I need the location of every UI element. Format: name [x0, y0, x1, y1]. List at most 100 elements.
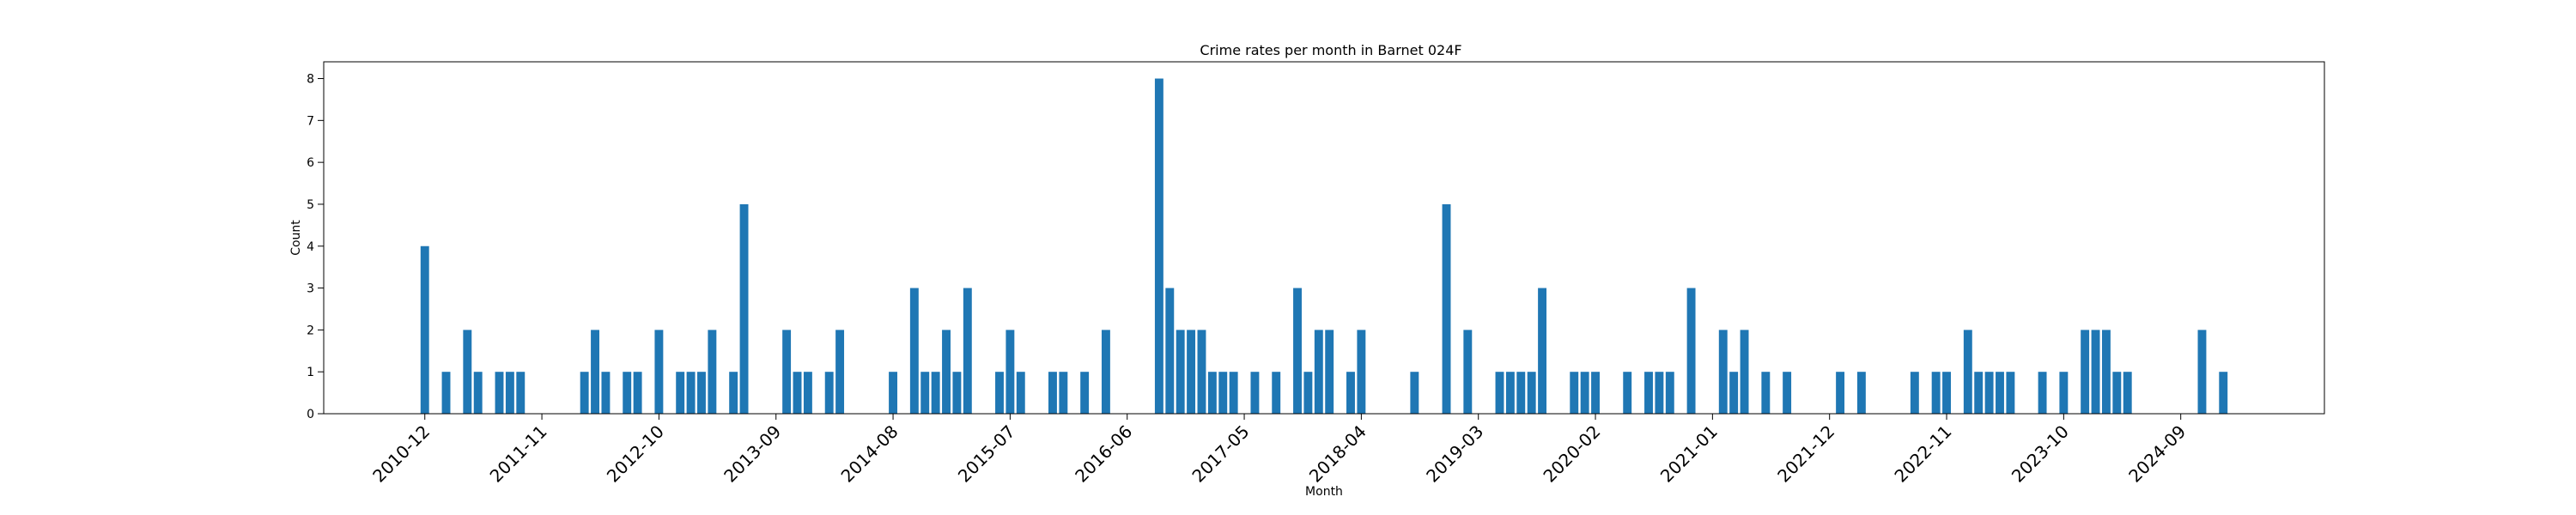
x-tick-label: 2012-10: [603, 421, 668, 487]
bar-2017-03: [1218, 372, 1228, 414]
bar-2015-06: [995, 372, 1004, 414]
bar-2012-07: [623, 372, 632, 414]
y-tick-label: 3: [307, 282, 314, 296]
bar-2013-01: [686, 372, 696, 414]
x-tick-label: 2024-09: [2124, 421, 2190, 487]
bars-group: [420, 78, 2228, 415]
bar-2024-03: [2112, 372, 2122, 414]
bar-2022-01: [1836, 372, 1845, 414]
bar-2022-08: [1910, 372, 1919, 414]
bar-2012-05: [601, 372, 611, 414]
bar-2019-02: [1463, 330, 1473, 414]
bar-2017-02: [1207, 372, 1217, 414]
bar-2023-10: [2059, 372, 2069, 414]
bar-2018-04: [1357, 330, 1366, 414]
y-tick-label: 0: [307, 408, 314, 421]
bar-2016-09: [1154, 78, 1163, 415]
bar-2017-11: [1303, 372, 1313, 414]
bar-2021-08: [1783, 372, 1792, 414]
x-tick-label: 2019-03: [1422, 421, 1487, 487]
bar-2015-02: [952, 372, 962, 414]
x-tick-label: 2023-10: [2008, 421, 2073, 487]
bar-2020-01: [1580, 372, 1589, 414]
chart-title: Crime rates per month in Barnet 024F: [1200, 42, 1461, 58]
bar-2015-08: [1016, 372, 1025, 414]
bar-2016-12: [1187, 330, 1196, 414]
bar-2014-03: [835, 330, 845, 414]
x-tick-label: 2018-04: [1305, 421, 1370, 487]
bar-2012-12: [676, 372, 685, 414]
y-tick-label: 8: [307, 73, 314, 87]
y-tick-label: 2: [307, 324, 314, 337]
bar-2013-02: [697, 372, 706, 414]
bar-2021-02: [1718, 330, 1728, 414]
bar-2011-07: [495, 372, 504, 414]
bar-2021-04: [1740, 330, 1749, 414]
bar-2017-10: [1293, 288, 1302, 414]
x-tick-label: 2022-11: [1890, 421, 1955, 487]
bar-2019-07: [1516, 372, 1526, 414]
bar-2023-05: [2006, 372, 2015, 414]
x-tick-label: 2010-12: [368, 421, 434, 487]
bar-2013-10: [782, 330, 792, 414]
x-tick-label: 2016-06: [1071, 421, 1136, 487]
y-tick-label: 1: [307, 366, 314, 379]
y-axis: 0 1 2 3 4 5 6 7 8: [307, 73, 324, 421]
y-tick-label: 6: [307, 156, 314, 170]
x-tick-label: 2017-05: [1188, 421, 1253, 487]
bar-2020-09: [1665, 372, 1674, 414]
y-axis-label: Count: [289, 220, 303, 256]
bar-2014-11: [920, 372, 930, 414]
bar-2017-01: [1197, 330, 1206, 414]
bar-2012-04: [591, 330, 599, 414]
x-axis: 2010-12 2011-11 2012-10 2013-09 2014-08 2015-…: [368, 414, 2190, 487]
x-tick-label: 2015-07: [954, 421, 1019, 487]
bar-2019-09: [1538, 288, 1547, 414]
x-axis-label: Month: [1305, 485, 1343, 499]
bar-2012-03: [580, 372, 589, 414]
y-tick-label: 7: [307, 114, 314, 128]
bar-2018-09: [1410, 372, 1419, 414]
bar-2021-03: [1729, 372, 1739, 414]
bar-2011-04: [463, 330, 472, 414]
x-tick-label: 2020-02: [1539, 421, 1604, 487]
bar-2016-02: [1080, 372, 1090, 414]
bar-2018-01: [1325, 330, 1334, 414]
bar-2017-12: [1314, 330, 1323, 414]
plot-frame: [323, 61, 2325, 415]
bar-2015-01: [942, 330, 951, 414]
bar-2019-06: [1505, 372, 1515, 414]
bar-2024-01: [2091, 330, 2100, 414]
bar-2020-07: [1644, 372, 1653, 414]
bar-2020-05: [1623, 372, 1632, 414]
bar-2016-11: [1176, 330, 1185, 414]
bar-2015-07: [1005, 330, 1015, 414]
bar-2015-11: [1048, 372, 1057, 414]
bar-2017-06: [1250, 372, 1260, 414]
bar-2017-04: [1229, 372, 1238, 414]
bar-2013-12: [803, 372, 812, 414]
bar-2014-08: [889, 372, 898, 414]
bar-2020-11: [1686, 288, 1696, 414]
bar-2024-02: [2101, 330, 2111, 414]
bar-2023-03: [1984, 372, 1994, 414]
x-tick-label: 2021-12: [1773, 421, 1838, 487]
bar-2023-02: [1974, 372, 1984, 414]
bar-2015-12: [1059, 372, 1068, 414]
bar-2010-12: [420, 245, 429, 414]
bar-2011-08: [505, 372, 514, 414]
bar-2011-09: [516, 372, 526, 414]
bar-2020-08: [1655, 372, 1664, 414]
bar-2014-10: [909, 288, 919, 414]
bar-2023-01: [1963, 330, 1972, 414]
bar-2013-06: [739, 203, 749, 414]
bar-2017-08: [1272, 372, 1281, 414]
bar-2011-05: [473, 372, 483, 414]
bar-2012-10: [654, 330, 664, 414]
bar-2013-11: [793, 372, 802, 414]
bar-2014-02: [824, 372, 834, 414]
bar-2016-04: [1101, 330, 1110, 414]
x-tick-label: 2014-08: [837, 421, 902, 487]
bar-2019-05: [1495, 372, 1504, 414]
